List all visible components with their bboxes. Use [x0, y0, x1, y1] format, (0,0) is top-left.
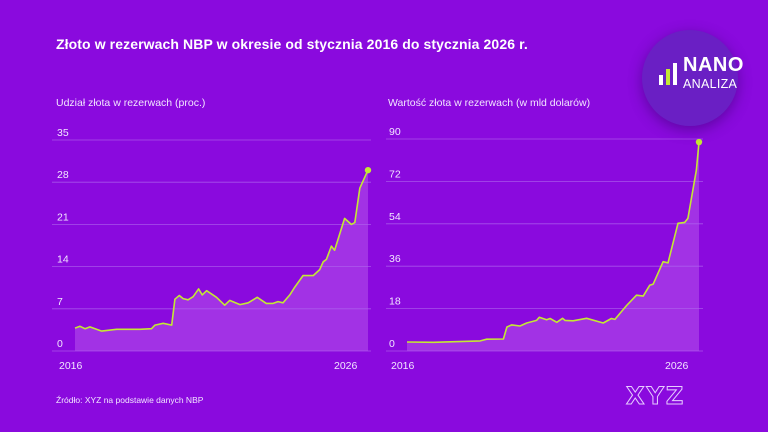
y-tick-label: 18	[389, 296, 401, 308]
logo-text-analiza: ANALIZA	[683, 77, 738, 91]
area-fill	[407, 142, 699, 351]
y-tick-label: 36	[389, 253, 401, 265]
chart-title-gold-value: Wartość złota w rezerwach (w mld dolarów…	[388, 97, 591, 109]
area-fill	[75, 170, 368, 351]
chart-title-gold-share: Udział złota w rezerwach (proc.)	[56, 97, 206, 109]
y-tick-label: 90	[389, 126, 401, 138]
last-point-marker	[695, 138, 703, 146]
y-tick-label: 0	[57, 338, 63, 350]
x-tick-label: 2016	[391, 360, 415, 372]
y-tick-label: 72	[389, 168, 401, 180]
y-tick-label: 21	[57, 211, 69, 223]
nano-analiza-logo: NANO ANALIZA	[642, 30, 743, 126]
xyz-watermark-logo: XYZ	[626, 382, 685, 411]
page-title: Złoto w rezerwach NBP w okresie od stycz…	[56, 36, 528, 52]
series-line	[74, 169, 369, 332]
y-tick-label: 0	[389, 338, 395, 350]
x-tick-label: 2026	[665, 360, 689, 372]
last-point-marker	[364, 166, 372, 174]
series-line	[406, 142, 700, 344]
x-tick-label: 2026	[334, 360, 358, 372]
x-tick-label: 2016	[59, 360, 83, 372]
y-tick-label: 35	[57, 127, 69, 139]
source-note: Źródło: XYZ na podstawie danych NBP	[56, 395, 204, 405]
y-tick-label: 14	[57, 254, 69, 266]
y-tick-label: 28	[57, 169, 69, 181]
y-tick-label: 7	[57, 296, 63, 308]
logo-text-nano: NANO	[683, 54, 744, 76]
y-tick-label: 54	[389, 211, 401, 223]
bar-chart-icon	[659, 63, 677, 85]
xyz-watermark-text: XYZ	[626, 382, 685, 410]
